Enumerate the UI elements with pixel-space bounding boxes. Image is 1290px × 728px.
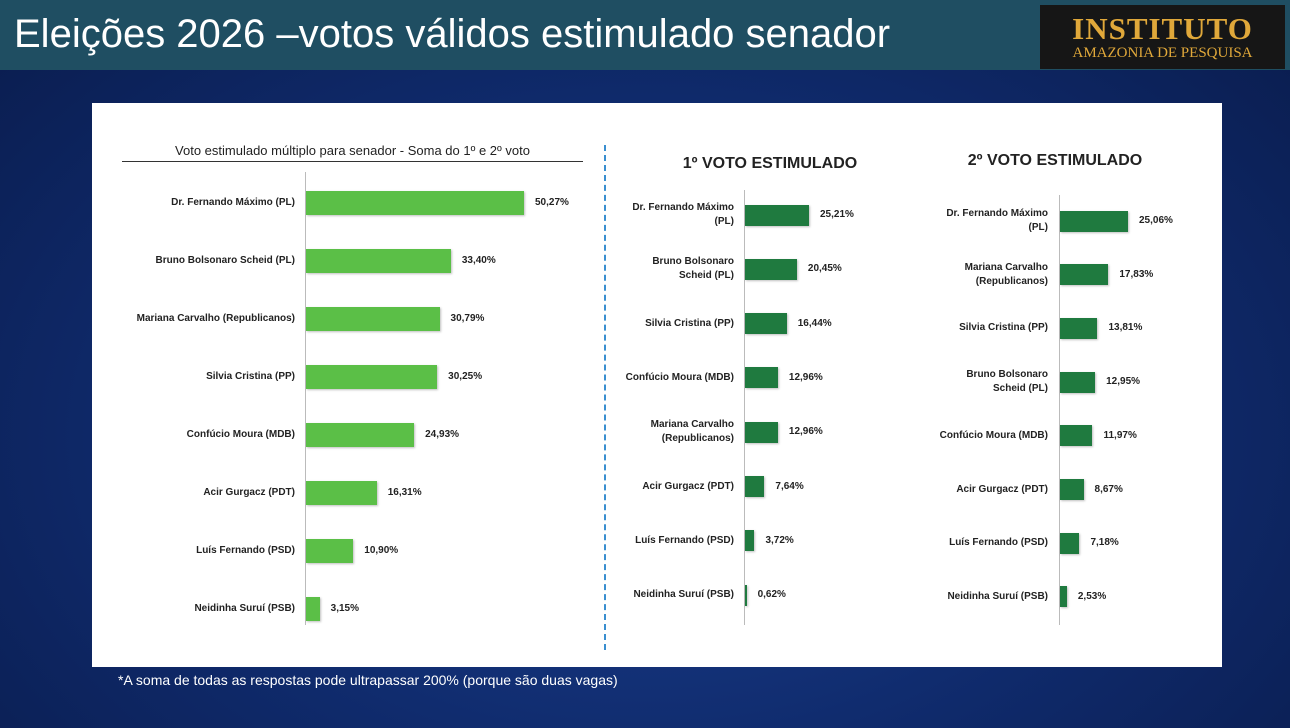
value-label: 12,96% xyxy=(788,371,823,383)
bar xyxy=(745,313,787,335)
category-label: Mariana Carvalho (Republicanos) xyxy=(964,261,1048,287)
category-label: Acir Gurgacz (PDT) xyxy=(642,480,734,492)
category-label: Luís Fernando (PSD) xyxy=(635,534,734,546)
value-label: 25,06% xyxy=(1139,215,1173,226)
value-label: 33,40% xyxy=(461,255,496,266)
bar xyxy=(1060,210,1128,232)
category-label: Confúcio Moura (MDB) xyxy=(625,371,734,383)
category-label: Silvia Cristina (PP) xyxy=(645,317,734,329)
value-label: 30,79% xyxy=(450,313,485,324)
value-label: 50,27% xyxy=(535,197,569,208)
bar xyxy=(1060,532,1080,554)
logo: INSTITUTO AMAZONIA DE PESQUISA xyxy=(1040,5,1285,69)
bar xyxy=(306,307,440,331)
value-label: 30,25% xyxy=(448,371,483,382)
bar xyxy=(1060,425,1093,447)
value-label: 17,83% xyxy=(1119,268,1154,280)
bar xyxy=(1060,371,1096,393)
bar xyxy=(745,530,755,552)
category-label: Neidinha Suruí (PSB) xyxy=(633,589,734,601)
logo-subtext: AMAZONIA DE PESQUISA xyxy=(1072,45,1253,61)
value-label: 7,64% xyxy=(775,480,804,492)
bar xyxy=(306,597,320,621)
category-label: Luís Fernando (PSD) xyxy=(949,537,1048,549)
bar xyxy=(306,423,415,447)
value-label: 0,62% xyxy=(757,589,786,601)
value-label: 8,67% xyxy=(1094,483,1123,495)
category-label: Bruno Bolsonaro Scheid (PL) xyxy=(652,256,734,282)
value-label: 3,72% xyxy=(765,534,794,546)
chart-title: 2º VOTO ESTIMULADO xyxy=(967,152,1143,169)
value-label: 7,18% xyxy=(1090,537,1119,549)
bar xyxy=(306,191,524,215)
category-label: Bruno Bolsonaro Scheid (PL) xyxy=(155,255,295,266)
logo-text: INSTITUTO xyxy=(1072,11,1253,46)
value-label: 3,15% xyxy=(330,603,360,614)
bar xyxy=(306,539,354,563)
chart-panel xyxy=(92,103,1222,667)
value-label: 16,44% xyxy=(797,317,832,329)
category-label: Dr. Fernando Máximo (PL) xyxy=(171,197,295,208)
value-label: 24,93% xyxy=(425,429,460,440)
bar xyxy=(745,204,809,226)
chart-title: 1º VOTO ESTIMULADO xyxy=(682,155,858,172)
bar xyxy=(306,365,438,389)
divider xyxy=(604,145,606,650)
category-label: Luís Fernando (PSD) xyxy=(196,545,295,556)
category-label: Neidinha Suruí (PSB) xyxy=(947,590,1048,602)
category-label: Acir Gurgacz (PDT) xyxy=(203,487,295,498)
value-label: 16,31% xyxy=(387,487,422,498)
category-label: Dr. Fernando Máximo (PL) xyxy=(632,202,734,227)
category-label: Silvia Cristina (PP) xyxy=(959,322,1048,334)
value-label: 2,53% xyxy=(1077,590,1107,602)
bar xyxy=(745,258,797,280)
axis-line xyxy=(1059,195,1060,625)
bar xyxy=(1060,586,1067,608)
bar xyxy=(745,421,778,443)
footnote: *A soma de todas as respostas pode ultra… xyxy=(118,672,618,688)
value-label: 13,81% xyxy=(1108,322,1143,334)
category-label: Neidinha Suruí (PSB) xyxy=(194,603,295,614)
slide-title: Eleições 2026 –votos válidos estimulado … xyxy=(14,12,891,56)
bar xyxy=(1060,264,1109,286)
category-label: Confúcio Moura (MDB) xyxy=(939,429,1048,441)
category-label: Acir Gurgacz (PDT) xyxy=(956,483,1048,495)
category-label: Dr. Fernando Máximo (PL) xyxy=(946,208,1048,233)
bar xyxy=(306,481,377,505)
category-label: Silvia Cristina (PP) xyxy=(206,371,295,382)
value-label: 12,96% xyxy=(788,426,823,438)
axis-line xyxy=(305,172,306,625)
axis-line xyxy=(744,190,745,625)
bar xyxy=(745,584,747,606)
category-label: Confúcio Moura (MDB) xyxy=(186,429,295,440)
value-label: 12,95% xyxy=(1106,376,1141,388)
value-label: 20,45% xyxy=(807,263,842,275)
bar xyxy=(745,476,765,497)
category-label: Mariana Carvalho (Republicanos) xyxy=(136,313,295,324)
value-label: 25,21% xyxy=(820,209,854,220)
bar xyxy=(1060,479,1084,500)
bar xyxy=(306,249,451,273)
bar xyxy=(1060,317,1098,339)
category-label: Mariana Carvalho (Republicanos) xyxy=(650,419,734,445)
value-label: 11,97% xyxy=(1103,429,1137,441)
chart-title: Voto estimulado múltiplo para senador - … xyxy=(122,143,583,162)
value-label: 10,90% xyxy=(364,545,399,556)
bar xyxy=(745,367,778,389)
category-label: Bruno Bolsonaro Scheid (PL) xyxy=(966,369,1048,395)
